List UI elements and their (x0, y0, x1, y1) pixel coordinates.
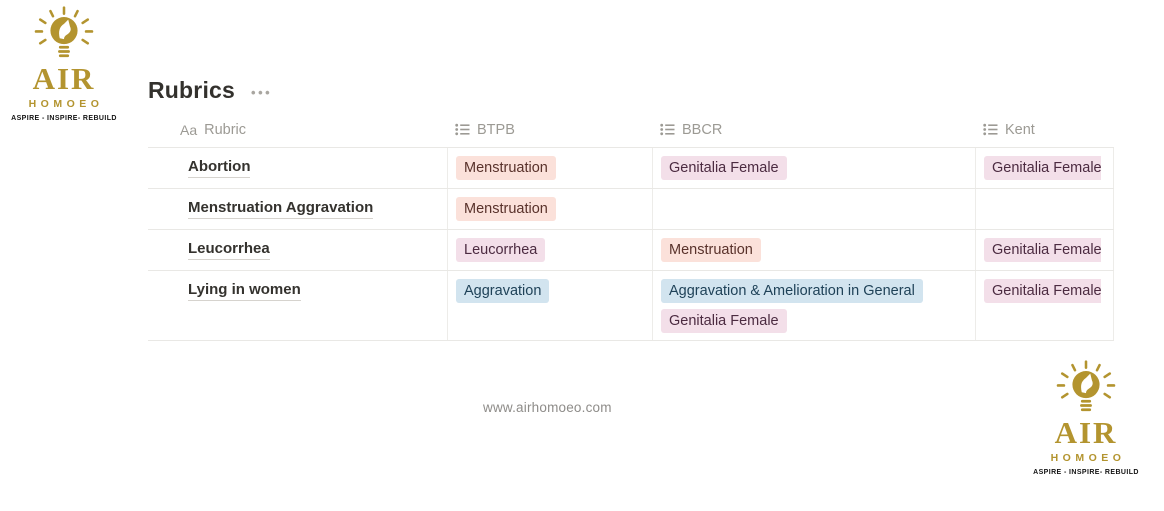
rubric-cell: Leucorrhea (148, 230, 447, 270)
tag[interactable]: Genitalia Female (984, 238, 1101, 262)
rubric-cell: Lying in women (148, 271, 447, 340)
rubric-cell: Abortion (148, 148, 447, 188)
title-row: Rubrics ••• (148, 74, 1116, 106)
column-label: BBCR (682, 121, 723, 138)
column-label: BTPB (477, 121, 515, 138)
brand-logo-bottom: AIR HOMOEO ASPIRE - INSPIRE- REBUILD (1030, 360, 1142, 476)
bbcr-cell[interactable]: Menstruation (652, 230, 975, 270)
btpb-cell[interactable]: Leucorrhea (447, 230, 652, 270)
lightbulb-icon (34, 6, 94, 58)
tag[interactable]: Aggravation & Amelioration in General (661, 279, 923, 303)
brand-name: AIR (32, 61, 96, 96)
brand-name: AIR (1054, 415, 1118, 450)
column-label: Rubric (204, 121, 247, 138)
bbcr-cell[interactable]: Aggravation & Amelioration in General Gen… (652, 271, 975, 340)
brand-logo-top: AIR HOMOEO ASPIRE - INSPIRE- REBUILD (8, 6, 120, 122)
tag[interactable]: Aggravation (456, 279, 550, 303)
kent-cell[interactable] (975, 189, 1114, 229)
main-content: Rubrics ••• Aa Rubric BTPB BBCR (148, 74, 1116, 341)
rubric-cell: Menstruation Aggravation (148, 189, 447, 229)
lightbulb-icon (1056, 360, 1116, 412)
table-row: Leucorrhea Leucorrhea Menstruation Genitali… (148, 230, 1114, 271)
website-url: www.airhomoeo.com (483, 400, 612, 415)
bbcr-cell[interactable] (652, 189, 975, 229)
column-header-rubric[interactable]: Aa Rubric (148, 122, 447, 138)
table-row: Menstruation Aggravation Menstruation (148, 189, 1114, 230)
more-options-icon[interactable]: ••• (251, 84, 273, 100)
kent-cell[interactable]: Genitalia Female (975, 230, 1114, 270)
tag[interactable]: Menstruation (456, 197, 556, 221)
tag[interactable]: Leucorrhea (456, 238, 546, 262)
btpb-cell[interactable]: Menstruation (447, 148, 652, 188)
tag[interactable]: Genitalia Female (984, 279, 1101, 303)
tag[interactable]: Menstruation (661, 238, 761, 262)
bbcr-cell[interactable]: Genitalia Female (652, 148, 975, 188)
table-row: Abortion Menstruation Genitalia Female Geni… (148, 148, 1114, 189)
column-header-kent[interactable]: Kent (975, 122, 1114, 138)
tag[interactable]: Genitalia Female (984, 156, 1101, 180)
tag[interactable]: Genitalia Female (661, 309, 787, 333)
column-header-bbcr[interactable]: BBCR (652, 122, 975, 138)
table-body: Abortion Menstruation Genitalia Female Geni… (148, 148, 1114, 341)
tag[interactable]: Genitalia Female (661, 156, 787, 180)
column-header-btpb[interactable]: BTPB (447, 122, 652, 138)
btpb-cell[interactable]: Menstruation (447, 189, 652, 229)
column-label: Kent (1005, 121, 1035, 138)
kent-cell[interactable]: Genitalia Female (975, 271, 1114, 340)
rubrics-table: Aa Rubric BTPB BBCR (148, 112, 1114, 341)
multi-select-icon (660, 123, 675, 136)
table-row: Lying in women Aggravation Aggravation & A… (148, 271, 1114, 341)
brand-tagline: ASPIRE - INSPIRE- REBUILD (11, 114, 117, 122)
tag[interactable]: Menstruation (456, 156, 556, 180)
table-header-row: Aa Rubric BTPB BBCR (148, 112, 1114, 148)
rubric-page-link[interactable]: Menstruation Aggravation (188, 199, 374, 219)
brand-subname: HOMOEO (28, 98, 104, 110)
multi-select-icon (455, 123, 470, 136)
multi-select-icon (983, 123, 998, 136)
kent-cell[interactable]: Genitalia Female (975, 148, 1114, 188)
btpb-cell[interactable]: Aggravation (447, 271, 652, 340)
brand-subname: HOMOEO (1050, 452, 1126, 464)
page-title[interactable]: Rubrics (148, 76, 236, 103)
rubric-page-link[interactable]: Lying in women (188, 281, 301, 301)
brand-tagline: ASPIRE - INSPIRE- REBUILD (1033, 468, 1139, 476)
title-property-icon: Aa (180, 121, 198, 138)
rubric-page-link[interactable]: Abortion (188, 158, 251, 178)
rubric-page-link[interactable]: Leucorrhea (188, 240, 270, 260)
